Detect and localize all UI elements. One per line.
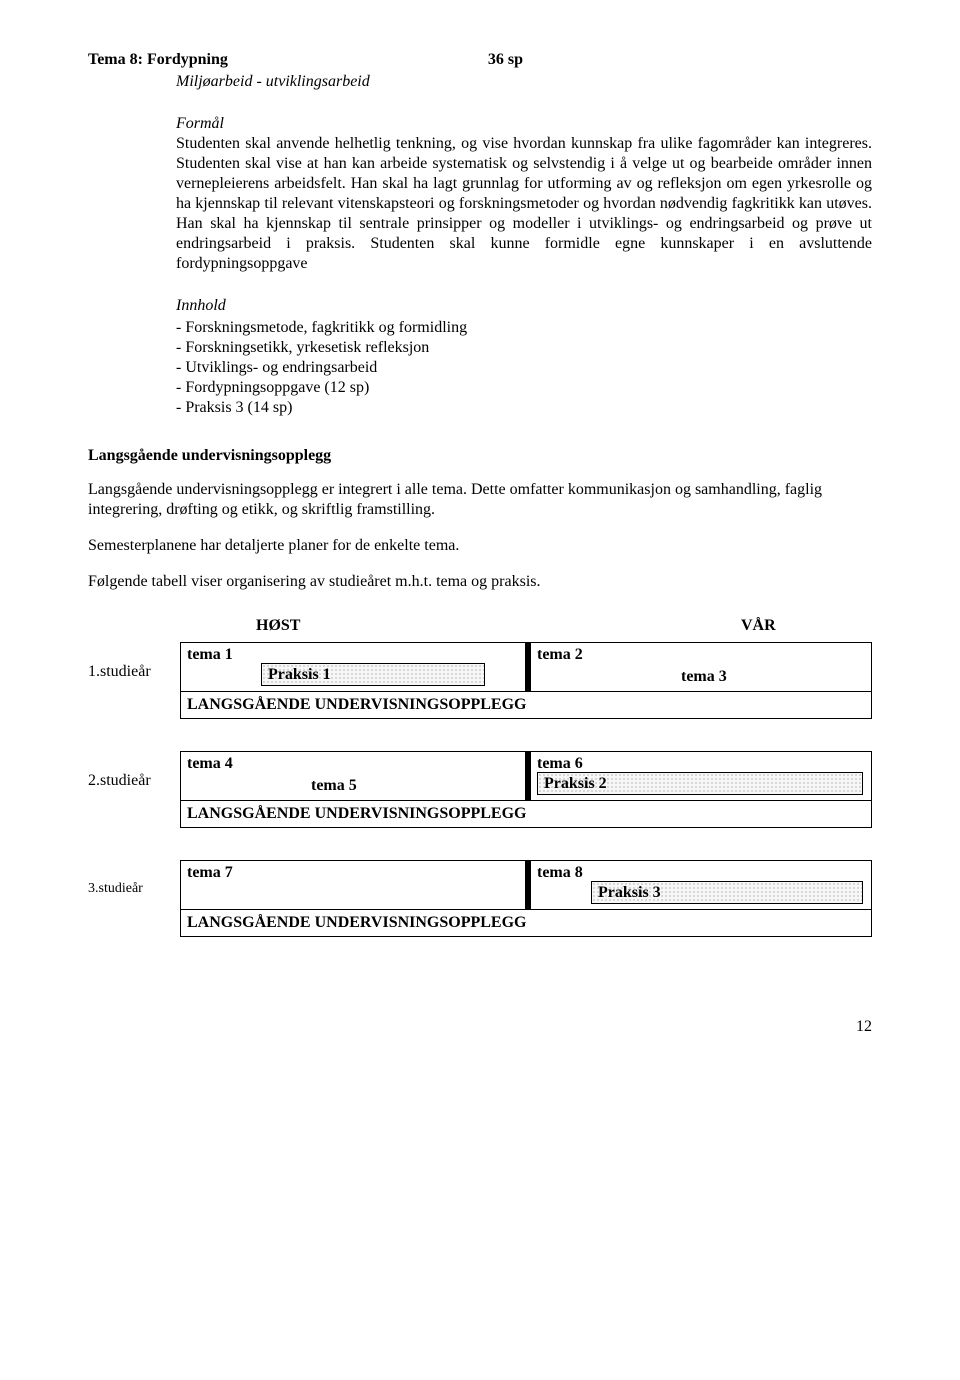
praksis-box: Praksis 3 [591, 881, 863, 904]
praksis-box: Praksis 2 [537, 772, 863, 795]
year-label: 3.studieår [88, 860, 180, 898]
formaal-text: Studenten skal anvende helhetlig tenknin… [176, 135, 872, 272]
year-label: 2.studieår [88, 751, 180, 791]
tema-subtitle: Miljøarbeid - utviklingsarbeid [176, 72, 872, 92]
year-row: 2.studieår tema 4 tema 5 tema 6 Praksis … [88, 751, 872, 828]
langs-p2: Semesterplanene har detaljerte planer fo… [88, 536, 872, 556]
langs-p1: Langsgående undervisningsopplegg er inte… [88, 480, 872, 520]
var-label: VÅR [601, 616, 776, 636]
innhold-list: - Forskningsmetode, fagkritikk og formid… [176, 318, 872, 418]
tema-title: Tema 8: Fordypning [88, 50, 228, 70]
formaal-section: Formål Studenten skal anvende helhetlig … [176, 114, 872, 274]
year2-grid: tema 4 tema 5 tema 6 Praksis 2 [180, 751, 872, 801]
host-label: HØST [186, 616, 601, 636]
tema-cell: tema 7 [187, 863, 233, 883]
langs-row: LANGSGÅENDE UNDERVISNINGSOPPLEGG [180, 692, 872, 719]
innhold-section: Innhold - Forskningsmetode, fagkritikk o… [176, 296, 872, 418]
tema-cell: tema 1 [187, 645, 233, 665]
document-header: Tema 8: Fordypning 36 sp [88, 50, 872, 70]
semester-divider [525, 860, 531, 910]
formaal-label: Formål [176, 115, 224, 132]
tema-sp: 36 sp [488, 50, 523, 70]
langs-row: LANGSGÅENDE UNDERVISNINGSOPPLEGG [180, 910, 872, 937]
semester-divider [525, 642, 531, 692]
semester-head: HØST VÅR [186, 616, 872, 636]
list-item: - Forskningsmetode, fagkritikk og formid… [176, 318, 872, 338]
year3-grid: tema 7 tema 8 Praksis 3 [180, 860, 872, 910]
year-label: 1.studieår [88, 642, 180, 682]
year-row: 3.studieår tema 7 tema 8 Praksis 3 LANGS… [88, 860, 872, 937]
semester-divider [525, 751, 531, 801]
langs-row: LANGSGÅENDE UNDERVISNINGSOPPLEGG [180, 801, 872, 828]
tema-cell: tema 6 [537, 754, 583, 774]
langs-p3: Følgende tabell viser organisering av st… [88, 572, 872, 592]
year-row: 1.studieår tema 1 Praksis 1 tema 2 tema … [88, 642, 872, 719]
list-item: - Forskningsetikk, yrkesetisk refleksjon [176, 338, 872, 358]
year1-grid: tema 1 Praksis 1 tema 2 tema 3 [180, 642, 872, 692]
page-number: 12 [88, 1017, 872, 1037]
langs-heading: Langsgående undervisningsopplegg [88, 446, 872, 466]
list-item: - Praksis 3 (14 sp) [176, 398, 872, 418]
innhold-label: Innhold [176, 296, 872, 316]
praksis-box: Praksis 1 [261, 663, 485, 686]
tema-cell: tema 3 [681, 667, 727, 687]
tema-cell: tema 8 [537, 863, 583, 883]
semester-table: HØST VÅR 1.studieår tema 1 Praksis 1 tem… [88, 616, 872, 937]
tema-cell: tema 4 [187, 754, 233, 774]
tema-cell: tema 2 [537, 645, 583, 665]
list-item: - Utviklings- og endringsarbeid [176, 358, 872, 378]
tema-cell: tema 5 [311, 776, 357, 796]
list-item: - Fordypningsoppgave (12 sp) [176, 378, 872, 398]
